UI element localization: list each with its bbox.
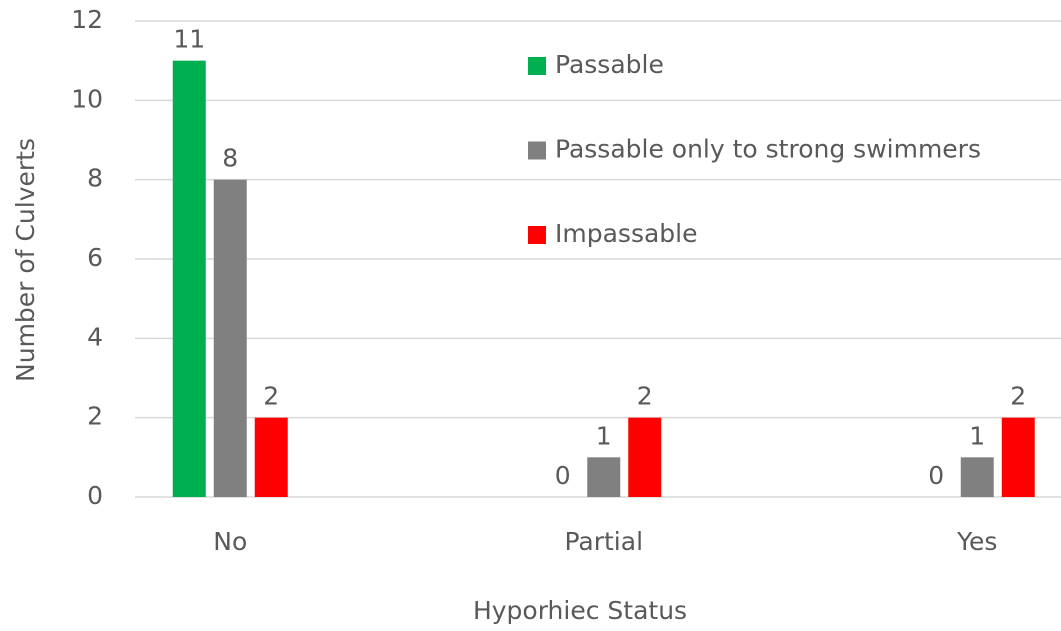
- legend-swatch: [528, 141, 546, 160]
- legend-label: Impassable: [555, 219, 697, 248]
- data-label: 11: [173, 25, 205, 54]
- bar: [587, 457, 621, 497]
- legend-label: Passable only to strong swimmers: [555, 135, 981, 164]
- y-tick-label: 6: [87, 243, 103, 272]
- x-tick-label: Yes: [956, 527, 997, 556]
- y-tick-label: 4: [87, 322, 103, 351]
- y-tick-label: 2: [87, 402, 103, 431]
- bar: [254, 417, 288, 497]
- y-tick-label: 12: [71, 5, 103, 34]
- x-axis-title: Hyporhiec Status: [473, 596, 687, 625]
- data-label: 2: [263, 382, 279, 411]
- y-axis-title: Number of Culverts: [11, 138, 40, 382]
- bar: [172, 60, 206, 498]
- legend-swatch: [528, 57, 546, 75]
- y-tick-label: 0: [87, 481, 103, 510]
- data-label: 2: [1010, 382, 1026, 411]
- bar: [960, 457, 994, 497]
- data-label: 2: [637, 382, 653, 411]
- x-tick-label: No: [213, 527, 247, 556]
- data-label: 0: [928, 461, 944, 490]
- data-label: 1: [969, 421, 985, 450]
- bar: [1001, 417, 1035, 497]
- data-label: 1: [596, 421, 612, 450]
- bar: [628, 417, 662, 497]
- data-label: 0: [555, 461, 571, 490]
- y-tick-label: 10: [71, 84, 103, 113]
- bar: [213, 179, 247, 497]
- x-tick-label: Partial: [564, 527, 643, 556]
- data-label: 8: [222, 144, 238, 173]
- y-tick-label: 8: [87, 164, 103, 193]
- legend-label: Passable: [555, 50, 664, 79]
- legend-swatch: [528, 226, 546, 244]
